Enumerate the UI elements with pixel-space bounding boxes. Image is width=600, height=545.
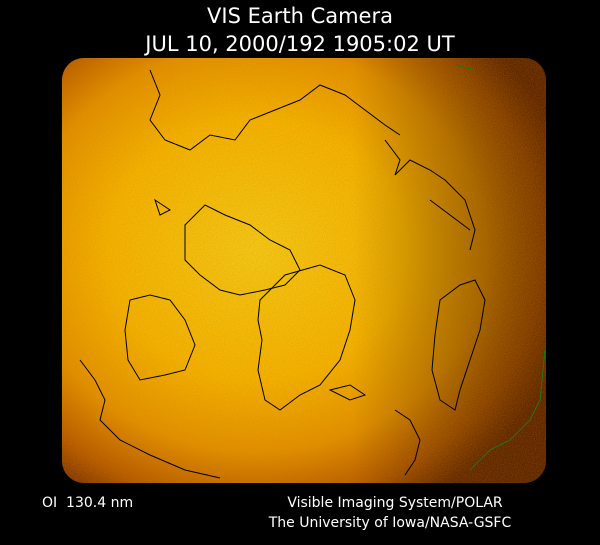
coastlines: [79, 69, 486, 479]
filter-label: OI 130.4 nm: [42, 495, 133, 511]
title: VIS Earth Camera: [207, 4, 393, 28]
timestamp: JUL 10, 2000/192 1905:02 UT: [143, 32, 455, 56]
institution-label: The University of Iowa/NASA-GSFC: [268, 515, 512, 531]
earth-image: [62, 58, 546, 483]
instrument-label: Visible Imaging System/POLAR: [287, 495, 503, 511]
